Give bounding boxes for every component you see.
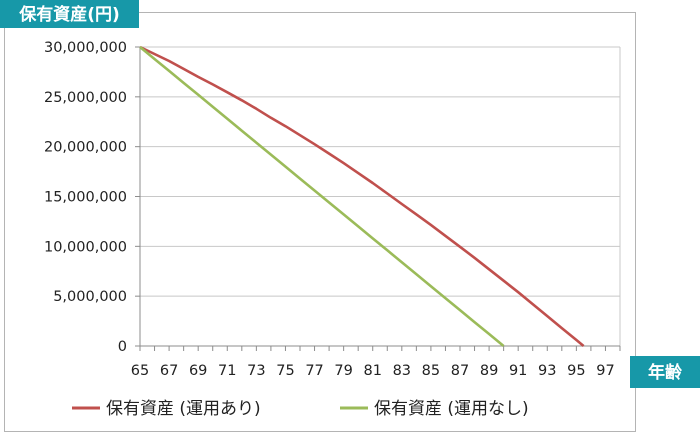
x-axis-title: 年齢 <box>648 362 683 383</box>
y-axis-title-badge <box>0 0 139 28</box>
x-tick-label: 67 <box>160 363 178 379</box>
grid-lines <box>135 46 621 351</box>
y-tick-label: 5,000,000 <box>53 289 127 305</box>
y-tick-label: 20,000,000 <box>44 140 127 156</box>
x-tick-label: 75 <box>276 363 294 379</box>
legend-label-series-1: 保有資産 (運用あり) <box>106 399 261 419</box>
x-tick-label: 65 <box>131 363 149 379</box>
y-tick-label: 0 <box>118 339 127 355</box>
series-line-1 <box>139 45 585 347</box>
chart-frame <box>4 12 636 432</box>
x-tick-label: 95 <box>567 363 585 379</box>
x-tick-label: 87 <box>451 363 469 379</box>
x-axis-title-badge <box>630 356 700 388</box>
legend: 保有資産 (運用あり) 保有資産 (運用なし) <box>72 399 529 419</box>
x-tick-label: 89 <box>480 363 498 379</box>
x-tick-label: 81 <box>364 363 382 379</box>
x-tick-label: 71 <box>218 363 236 379</box>
x-tick-label: 85 <box>422 363 440 379</box>
series-line-2 <box>139 45 505 348</box>
y-tick-label: 30,000,000 <box>44 40 127 56</box>
x-tick-label: 79 <box>334 363 352 379</box>
y-tick-label: 15,000,000 <box>44 190 127 206</box>
x-tick-label: 91 <box>509 363 527 379</box>
x-tick-label: 69 <box>189 363 207 379</box>
x-tick-label: 83 <box>393 363 411 379</box>
y-tick-label: 25,000,000 <box>44 90 127 106</box>
x-tick-label: 77 <box>305 363 323 379</box>
y-axis-title: 保有資産(円) <box>18 4 120 25</box>
x-tick-label: 73 <box>247 363 265 379</box>
x-tick-label: 93 <box>538 363 556 379</box>
x-axis-ticks: 65 67 69 71 73 75 77 79 81 83 85 87 89 91 93 95 97 <box>131 363 615 379</box>
y-axis-ticks: 0 5,000,000 10,000,000 15,000,000 20,000,000… <box>44 40 127 355</box>
x-tick-label: 97 <box>596 363 614 379</box>
series-lines <box>139 45 585 348</box>
legend-label-series-2: 保有資産 (運用なし) <box>374 399 529 419</box>
y-tick-label: 10,000,000 <box>44 239 127 255</box>
